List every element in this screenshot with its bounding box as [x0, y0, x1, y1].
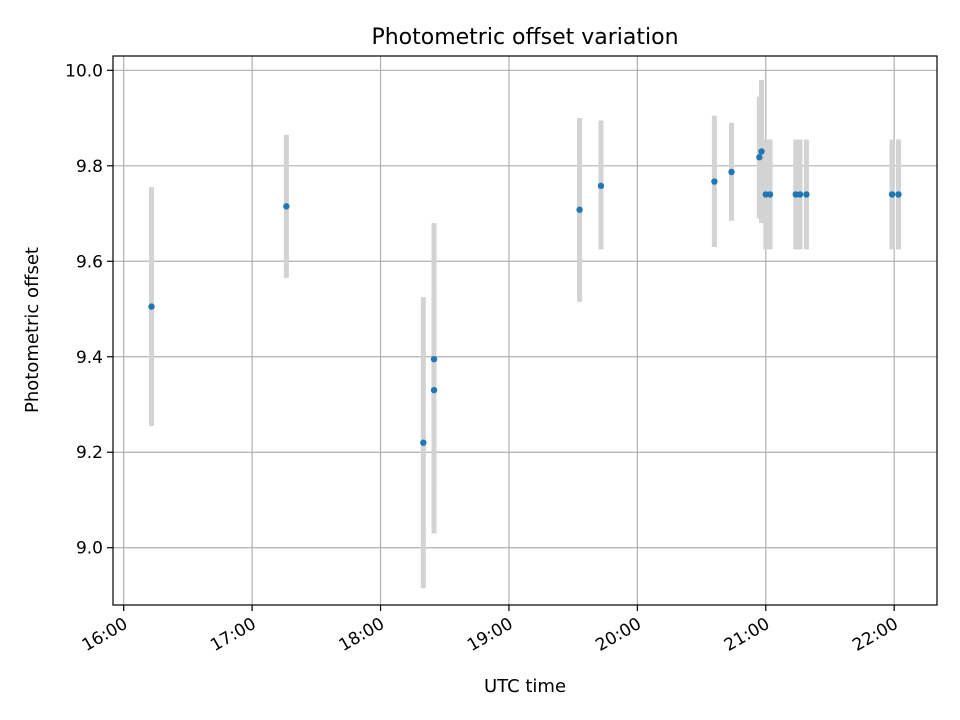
y-tick-label: 9.0 [76, 539, 103, 559]
data-point [430, 386, 438, 394]
data-point [803, 191, 810, 198]
y-tick-label: 9.2 [76, 443, 103, 463]
y-tick-label: 9.4 [76, 348, 103, 368]
data-point [597, 182, 605, 190]
data-point [766, 191, 774, 198]
data-points [148, 148, 902, 446]
chart-title: Photometric offset variation [371, 25, 678, 50]
data-point [148, 303, 155, 310]
data-point [420, 439, 427, 446]
y-axis-label: Photometric offset [22, 247, 43, 413]
y-tick-label: 10.0 [65, 61, 103, 81]
plot-frame [112, 55, 938, 606]
data-point [576, 206, 583, 213]
data-point [895, 191, 902, 198]
data-point [711, 178, 718, 185]
data-point [728, 168, 735, 176]
data-point [888, 191, 896, 198]
x-axis-label: UTC time [484, 676, 566, 697]
y-tick-label: 9.6 [76, 252, 103, 272]
data-point [758, 148, 765, 155]
data-point [796, 191, 804, 198]
data-point [430, 355, 438, 363]
y-tick-label: 9.8 [76, 157, 103, 177]
data-point [283, 203, 290, 210]
data-point [756, 154, 763, 161]
